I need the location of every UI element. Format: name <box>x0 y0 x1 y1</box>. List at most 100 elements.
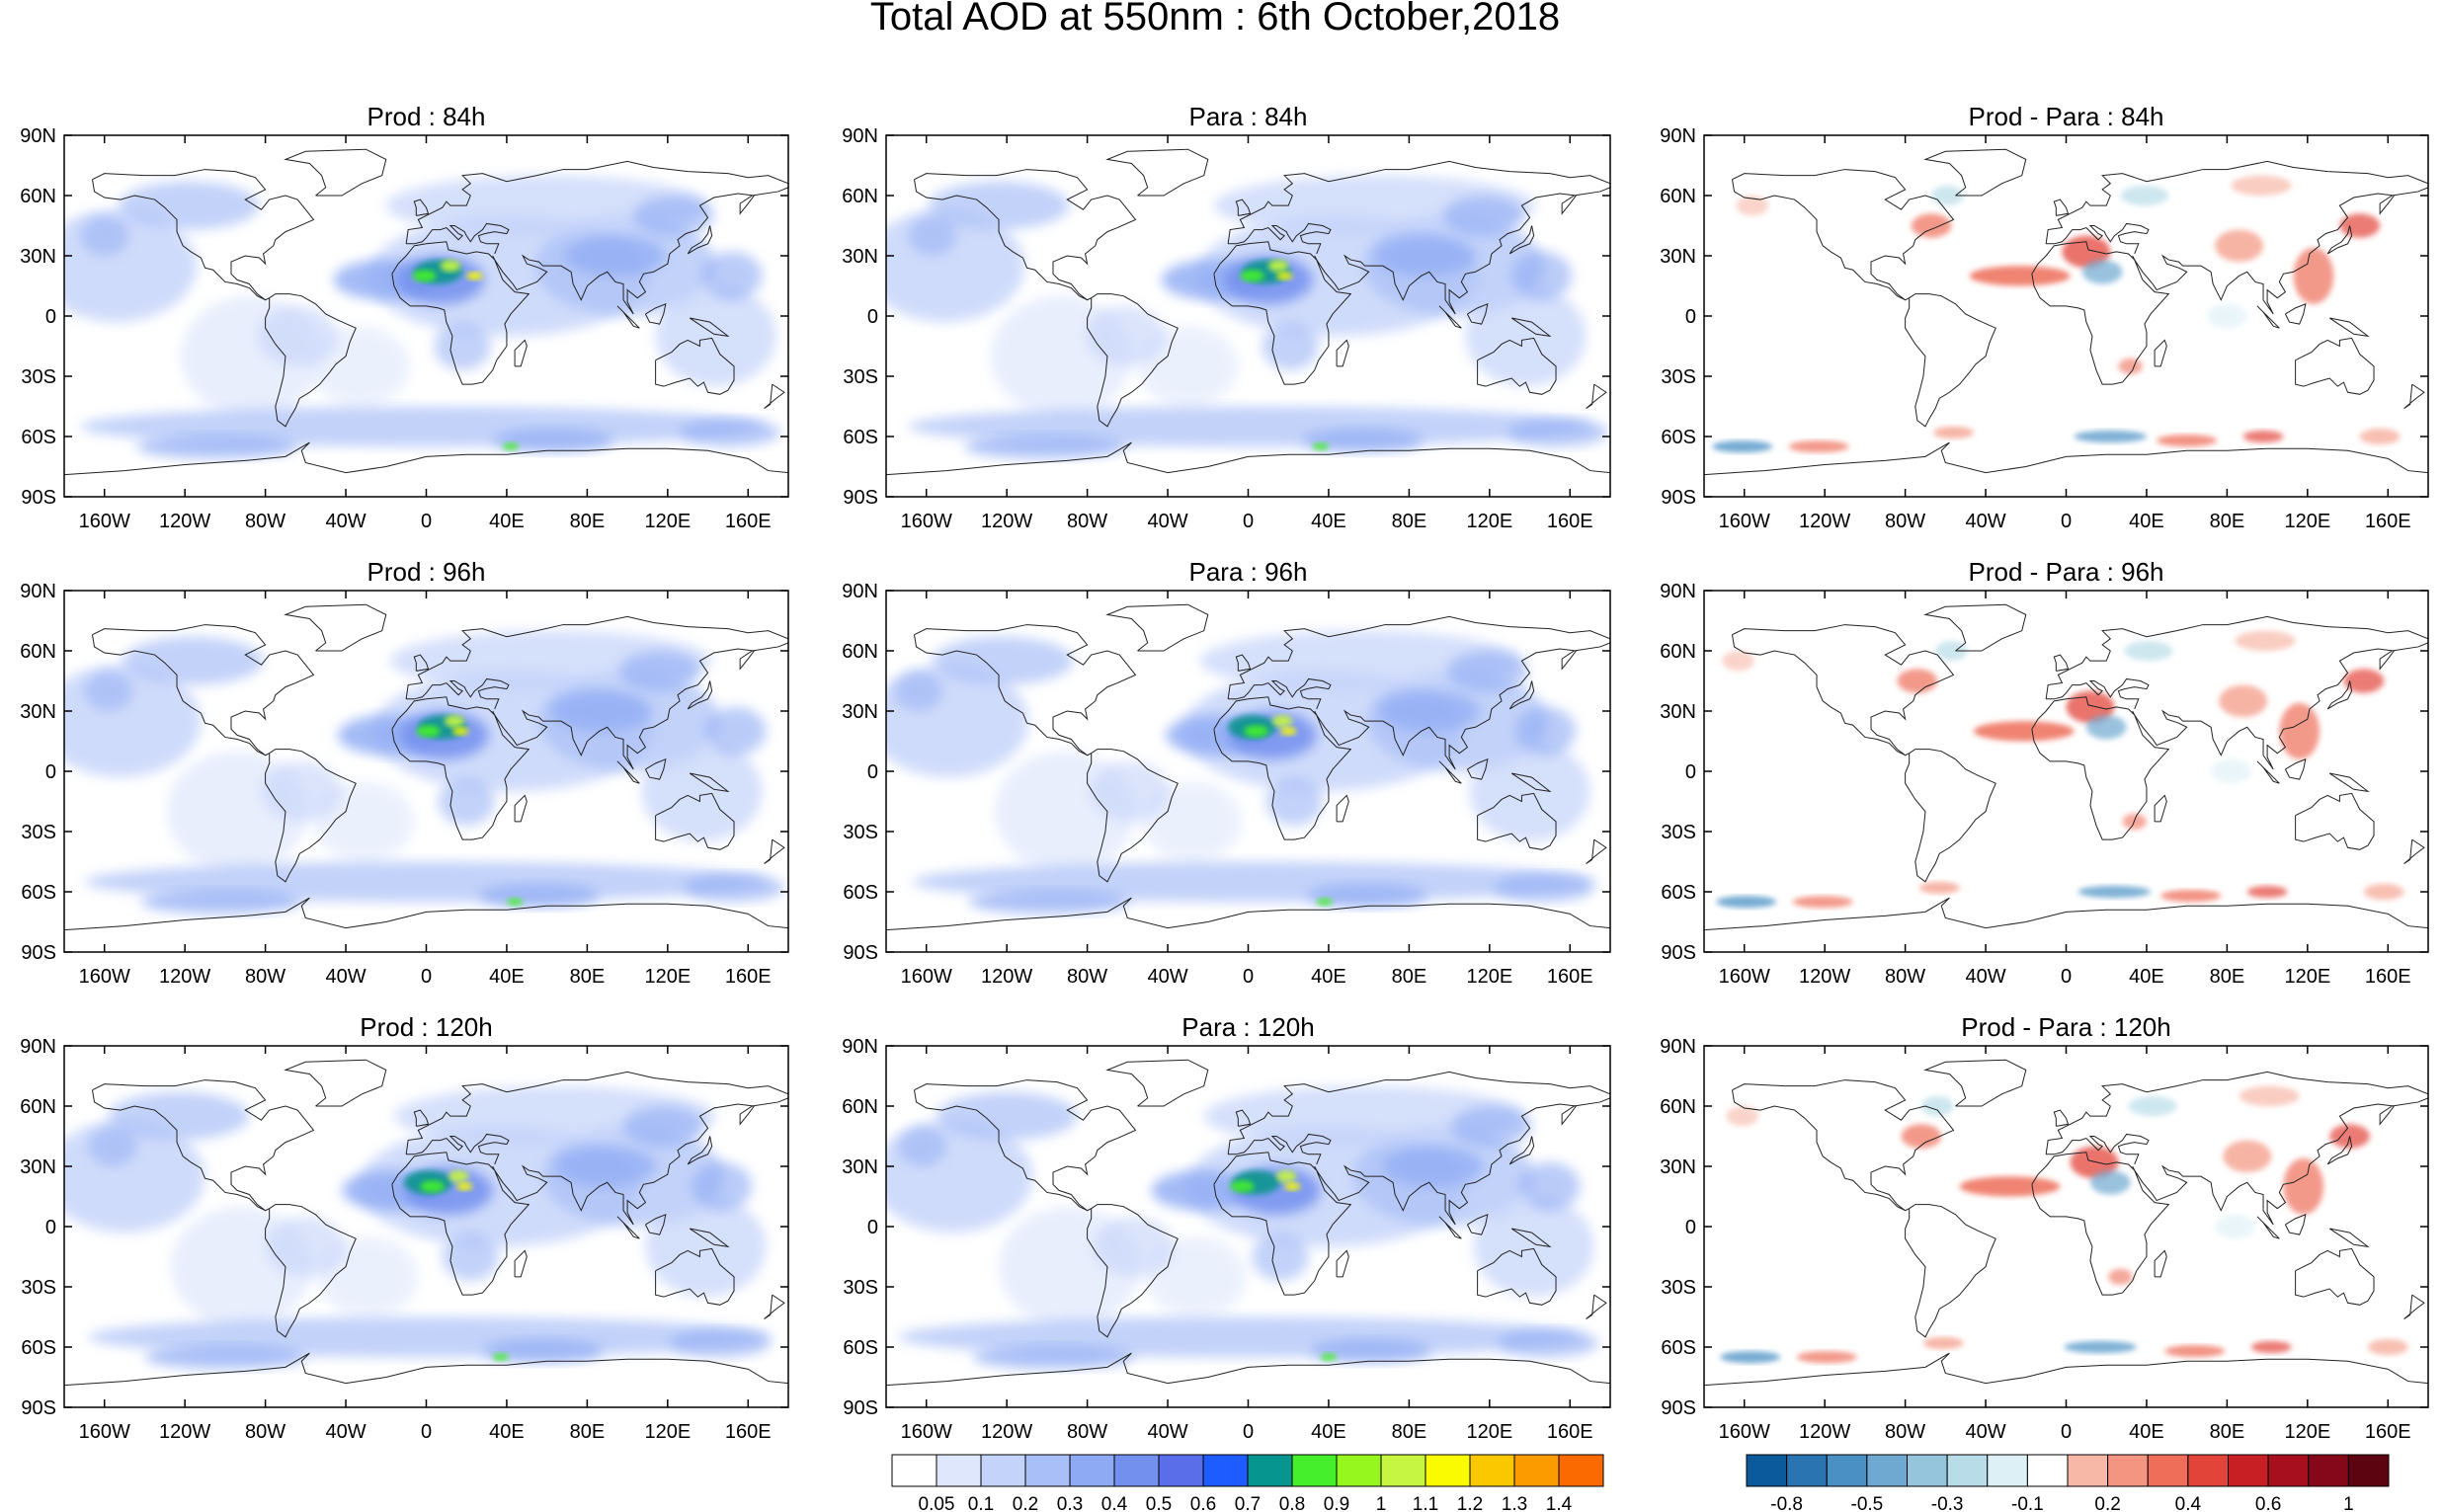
panel-title: Para : 120h <box>1181 1012 1314 1042</box>
lon-label: 120E <box>2284 1421 2330 1443</box>
field-patch <box>1973 721 2075 742</box>
coastline <box>1510 317 1552 338</box>
panel-title: Prod - Para : 84h <box>1969 102 2164 131</box>
map-panel: Prod - Para : 120h 90N 60N 30N 0 30S 60S 90S 160… <box>1660 1012 2429 1443</box>
colorbar-swatch <box>2107 1454 2149 1487</box>
lon-label: 160W <box>901 511 952 532</box>
lat-label: 60N <box>1660 641 1696 663</box>
field-patch <box>1897 669 1938 693</box>
field-patch <box>1515 706 1577 756</box>
field-patch <box>633 196 714 236</box>
colorbar-label: -0.5 <box>1851 1494 1884 1512</box>
lon-label: 0 <box>1243 511 1254 532</box>
colorbar-swatch <box>2267 1454 2310 1487</box>
lat-label: 60S <box>21 1337 56 1359</box>
field-patch <box>456 1182 473 1191</box>
field-patch <box>1382 1146 1484 1187</box>
lon-label: 120E <box>644 966 691 988</box>
field-patch <box>2081 260 2123 284</box>
lat-label: 0 <box>45 306 56 328</box>
field-patch <box>1378 690 1480 732</box>
field-patch <box>1267 260 1289 273</box>
lon-label: 160E <box>725 1421 772 1443</box>
coastline <box>405 1071 788 1154</box>
lat-label: 30S <box>21 822 56 843</box>
coastline <box>92 1089 266 1212</box>
colorbar-swatch <box>1513 1454 1560 1487</box>
coastlines <box>64 603 788 931</box>
aod-field <box>886 630 1596 915</box>
coastline <box>284 603 387 652</box>
coastline <box>1314 255 1318 261</box>
field-patch <box>2108 1268 2133 1285</box>
field-patch <box>550 690 652 732</box>
panel-title: Prod - Para : 96h <box>1969 557 2164 587</box>
field-patch <box>894 671 943 712</box>
coastline <box>1314 1165 1318 1171</box>
coastline <box>2328 317 2370 338</box>
aod-colorbar: 0.05 0.1 0.2 0.3 0.4 0.5 0.6 0.7 0.8 0.9 1 1.1 1.2 1.… <box>891 1454 1604 1512</box>
coastlines <box>886 148 1610 476</box>
coastline <box>1336 794 1349 823</box>
field-patch <box>1316 898 1334 907</box>
coastline <box>413 1109 430 1127</box>
lon-label: 120W <box>1799 966 1850 988</box>
coastline <box>886 1352 1610 1387</box>
coastline <box>514 794 528 823</box>
field-patch <box>438 777 495 826</box>
field-patch <box>2223 1140 2272 1173</box>
colorbar-label: 0.8 <box>1279 1494 1305 1512</box>
colorbar-label: 0.4 <box>1101 1494 1128 1512</box>
field-patch <box>412 270 437 282</box>
lon-label: 80W <box>1067 511 1107 532</box>
field-patch <box>1933 426 1974 439</box>
lon-label: 120W <box>159 511 210 532</box>
lat-label: 30S <box>843 366 878 388</box>
field-patch <box>1469 741 1590 842</box>
coastline <box>655 792 735 850</box>
lon-label: 120E <box>2284 511 2330 532</box>
lat-label: 90N <box>1660 125 1696 147</box>
field-patch <box>1284 1182 1301 1191</box>
field-patch <box>680 418 780 447</box>
field-patch <box>448 1170 469 1183</box>
field-patch <box>928 181 1070 230</box>
coastlines <box>64 148 788 476</box>
lon-label: 160E <box>2365 1421 2411 1443</box>
lat-label: 60N <box>842 1096 878 1118</box>
coastline <box>914 634 1088 756</box>
lat-label: 60N <box>842 641 878 663</box>
field-patch <box>2283 1157 2324 1215</box>
coastline <box>1336 339 1349 367</box>
field-patch <box>492 1353 509 1362</box>
lon-label: 160E <box>1547 511 1593 532</box>
field-patch <box>478 883 600 909</box>
coastline <box>1087 749 1179 883</box>
lon-label: 0 <box>2061 966 2072 988</box>
coastline <box>1227 615 1610 699</box>
field-patch <box>1931 185 1964 206</box>
coastline <box>1235 199 1252 216</box>
lat-label: 60N <box>20 641 56 663</box>
colorbar-swatch <box>2187 1454 2229 1487</box>
field-patch <box>1716 896 1777 909</box>
colorbar-swatch <box>1946 1454 1989 1487</box>
coastline <box>1466 1213 1489 1235</box>
colorbar-swatch <box>980 1454 1026 1487</box>
coastline <box>405 160 788 244</box>
colorbar-label: 1.3 <box>1502 1494 1527 1512</box>
coastline <box>92 634 266 756</box>
lat-label: 30S <box>1661 366 1696 388</box>
lon-label: 160W <box>901 1421 952 1443</box>
field-patch <box>1507 418 1608 447</box>
field-patch <box>2215 229 2264 263</box>
colorbar-label: 1 <box>2343 1494 2354 1512</box>
aod-field <box>64 1085 773 1370</box>
coastline <box>764 1294 785 1319</box>
field-patch <box>2367 1338 2408 1356</box>
lat-label: 60N <box>20 186 56 207</box>
field-patch <box>1736 196 1769 216</box>
coastline <box>2284 302 2307 325</box>
lon-label: 40W <box>1147 966 1187 988</box>
field-patch <box>1302 428 1424 453</box>
